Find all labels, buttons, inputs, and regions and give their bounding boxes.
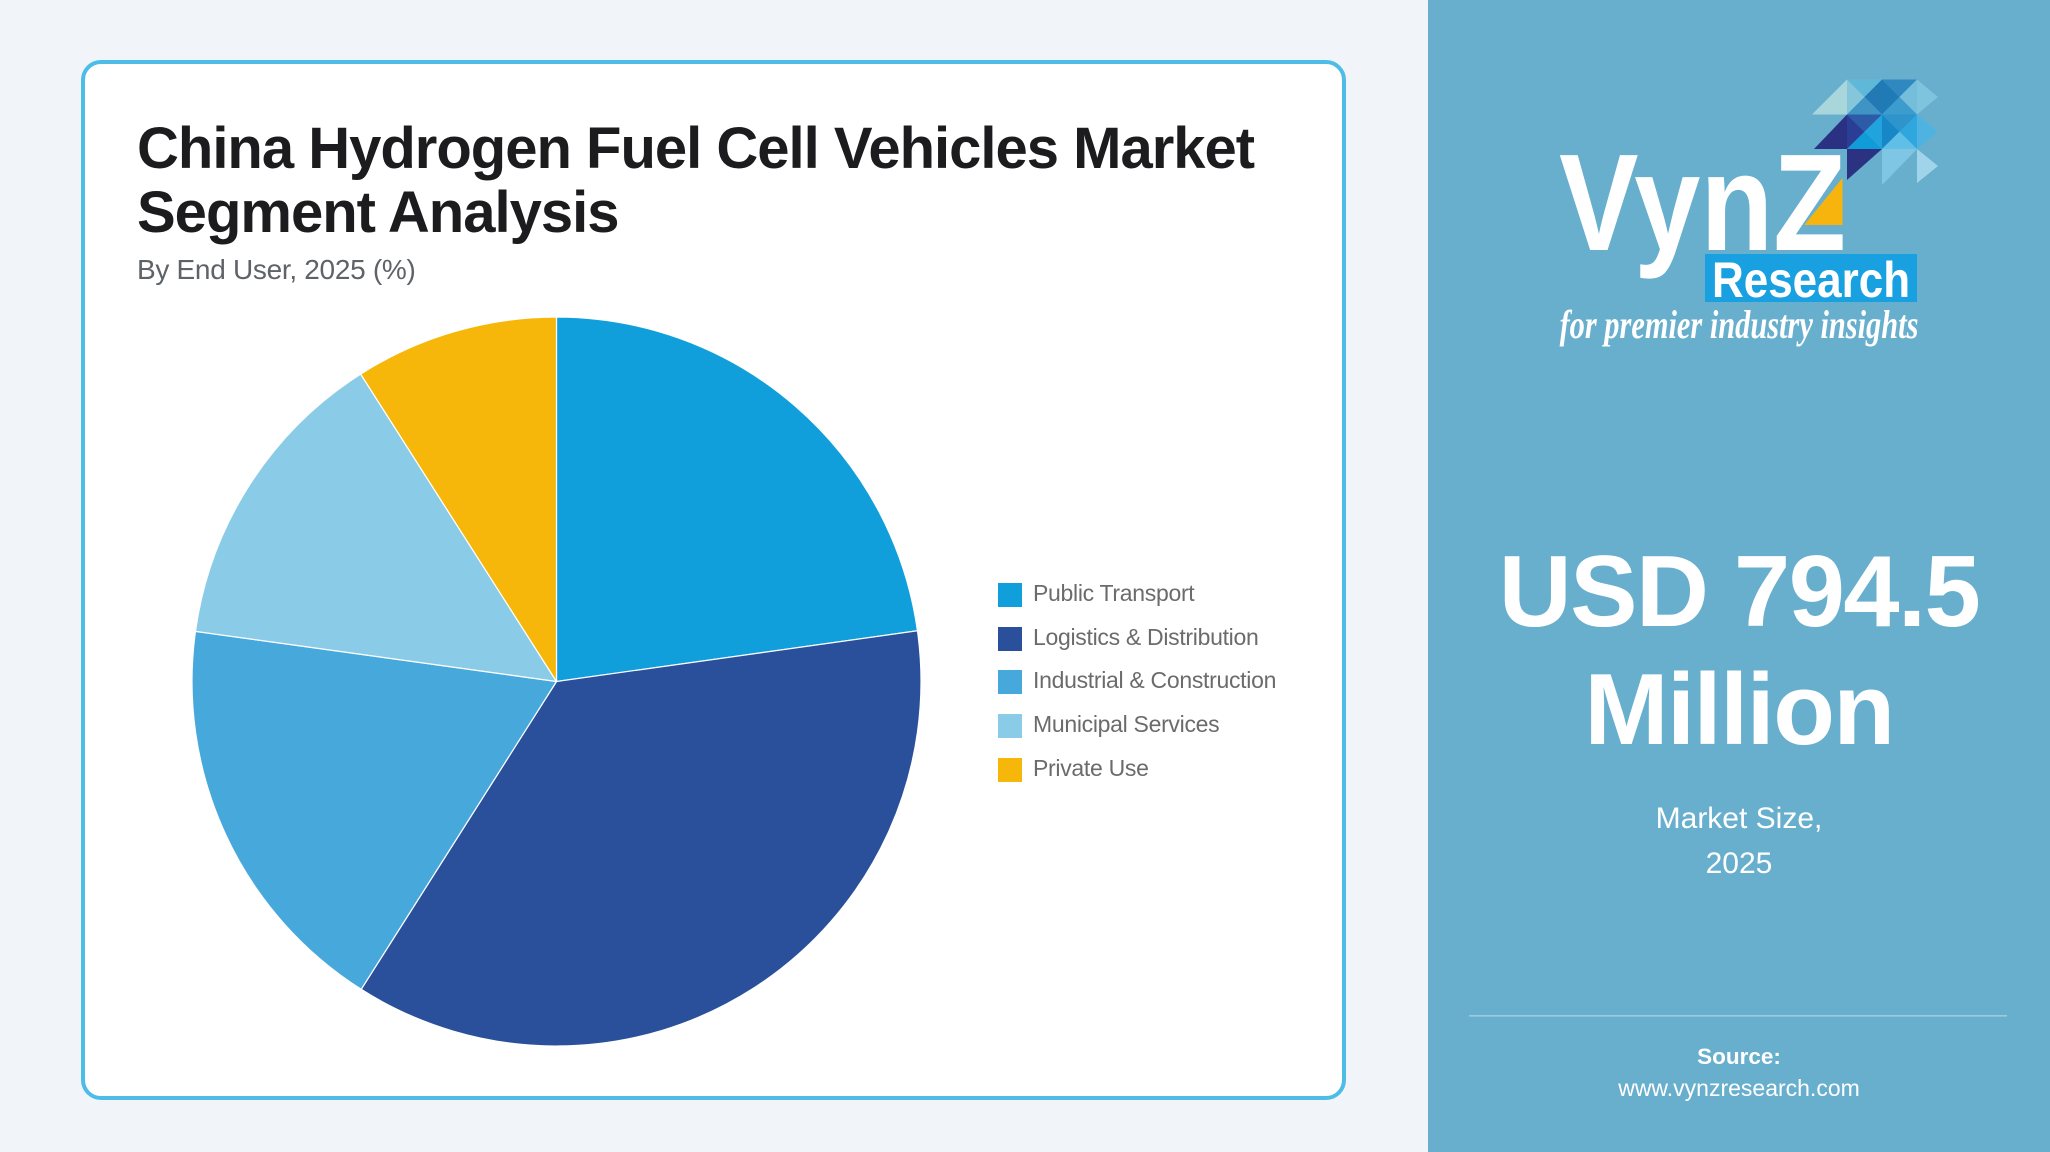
svg-text:USD 794.5: USD 794.5	[1499, 536, 1980, 648]
svg-text:Million: Million	[1584, 654, 1893, 766]
svg-text:Research: Research	[1712, 251, 1910, 307]
svg-text:for premier industry insights: for premier industry insights	[1560, 302, 1919, 347]
svg-text:www.vynzresearch.com: www.vynzresearch.com	[1617, 1075, 1860, 1101]
svg-text:Source:: Source:	[1697, 1044, 1781, 1069]
svg-text:Market Size,: Market Size,	[1656, 802, 1823, 835]
svg-text:2025: 2025	[1706, 847, 1773, 880]
